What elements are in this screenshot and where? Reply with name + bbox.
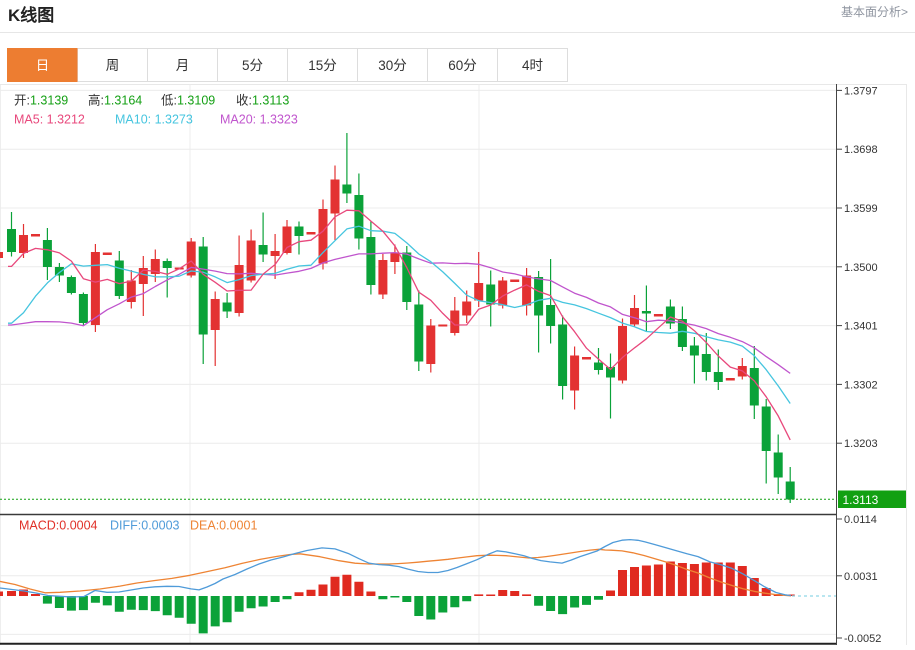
svg-text:基本面分析>: 基本面分析> [841,5,908,19]
svg-text:1.3401: 1.3401 [844,321,878,333]
svg-text:1.3500: 1.3500 [844,262,878,274]
svg-text:0.0114: 0.0114 [844,514,877,526]
svg-text:K线图: K线图 [8,5,54,25]
svg-text:15分: 15分 [308,58,337,73]
svg-text:1.3302: 1.3302 [844,379,878,391]
svg-text:月: 月 [176,58,190,73]
svg-text:5分: 5分 [242,58,263,73]
svg-text:1.3599: 1.3599 [844,203,878,215]
svg-text:60分: 60分 [448,58,477,73]
svg-text:1.3203: 1.3203 [844,438,878,450]
svg-text:日: 日 [36,58,50,73]
svg-text:周: 周 [106,58,120,73]
svg-text:1.3797: 1.3797 [844,85,878,97]
svg-text:30分: 30分 [378,58,407,73]
svg-text:0.0031: 0.0031 [844,571,878,583]
svg-text:1.3698: 1.3698 [844,144,878,156]
svg-text:-0.0052: -0.0052 [844,633,881,645]
svg-text:1.3113: 1.3113 [843,493,879,507]
svg-text:4时: 4时 [522,58,543,73]
